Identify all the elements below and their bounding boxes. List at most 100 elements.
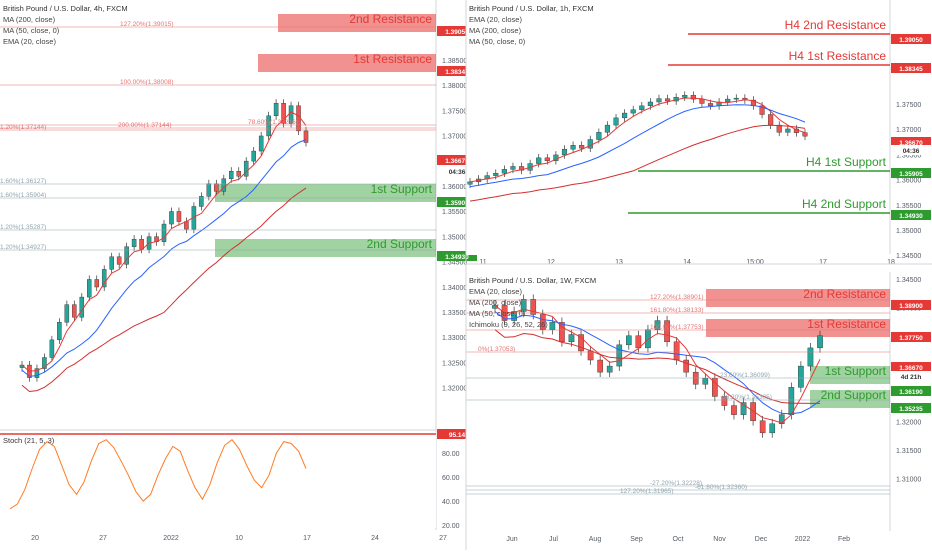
candle-body bbox=[536, 157, 542, 164]
candle-body bbox=[49, 339, 55, 358]
stoch-tick-label: 40.00 bbox=[442, 499, 460, 506]
level-label: 1st Resistance bbox=[807, 317, 886, 331]
price-tag-box bbox=[891, 371, 931, 381]
fib-label: 100.00%(1.38008) bbox=[120, 79, 174, 86]
price-tag-box bbox=[437, 166, 477, 176]
chart-title: British Pound / U.S. Dollar, 1W, FXCM bbox=[469, 276, 596, 285]
candle-body bbox=[561, 148, 568, 156]
price-tag-box bbox=[891, 332, 931, 342]
candle-body bbox=[64, 304, 70, 323]
price-tag-box bbox=[891, 386, 931, 396]
level-label: 2nd Support bbox=[821, 388, 887, 402]
level-label: 2nd Resistance bbox=[349, 12, 432, 26]
candle-body bbox=[613, 117, 619, 126]
fib-label: 0%(1.37053) bbox=[478, 346, 515, 353]
fib-label: 100.00%(1.37753) bbox=[650, 324, 704, 331]
stochastic-panel[interactable]: 80.00 60.00 40.00 20.00 Stoch (21, 5, 3) 95.1… bbox=[0, 429, 477, 530]
time-tick-label: 27 bbox=[439, 535, 447, 542]
level-label: H4 1st Support bbox=[806, 155, 887, 169]
price-tag-label: 4d 21h bbox=[901, 374, 922, 381]
candle-body bbox=[604, 124, 610, 133]
candle-body bbox=[281, 103, 286, 124]
candle-body bbox=[817, 335, 823, 349]
candle-body bbox=[656, 98, 662, 103]
price-tick-label: 1.32000 bbox=[896, 420, 921, 427]
candle-body bbox=[101, 269, 107, 288]
stoch-title: Stoch (21, 5, 3) bbox=[3, 436, 55, 445]
candle-body bbox=[654, 320, 661, 330]
price-tag-box bbox=[437, 26, 477, 36]
candle-body bbox=[79, 296, 85, 318]
indicator-legend: MA (50, close, 0) bbox=[469, 37, 526, 46]
candle-body bbox=[665, 98, 671, 102]
price-tick-label: 1.33000 bbox=[442, 335, 467, 342]
candle-body bbox=[169, 211, 174, 225]
candle-body bbox=[266, 115, 271, 137]
fib-label: 1.60%(1.35904) bbox=[0, 192, 46, 199]
chart-title: British Pound / U.S. Dollar, 4h, FXCM bbox=[3, 4, 128, 13]
time-tick-label: 15:00 bbox=[746, 259, 764, 266]
gbpusd-4h-panel[interactable]: 1.385001.380001.375001.370001.365001.360… bbox=[0, 0, 477, 542]
level-label: 1st Support bbox=[371, 182, 433, 196]
time-tick-label: Jul bbox=[549, 536, 558, 543]
price-tick-label: 1.35500 bbox=[896, 203, 921, 210]
candle-body bbox=[778, 414, 785, 424]
indicator-legend: MA (50, close, 0) bbox=[3, 26, 60, 35]
candle-body bbox=[568, 334, 575, 343]
candle-body bbox=[579, 145, 585, 149]
fib-label: 127.20%(1.31965) bbox=[620, 488, 674, 495]
price-tag-label: 04:36 bbox=[903, 148, 920, 155]
candle-body bbox=[124, 246, 129, 265]
price-tag-box bbox=[437, 66, 477, 76]
level-zone bbox=[706, 289, 890, 307]
gbpusd-1h-panel[interactable]: 1.37500 1.37000 1.36500 1.36000 1.35500 1.350… bbox=[466, 0, 931, 266]
candle-body bbox=[214, 183, 219, 192]
candle-body bbox=[725, 98, 731, 103]
ema-20-line bbox=[21, 111, 307, 372]
stoch-tick-label: 80.00 bbox=[442, 451, 460, 458]
candle-body bbox=[702, 378, 709, 385]
candle-body bbox=[768, 114, 774, 126]
candle-body bbox=[199, 196, 204, 207]
price-tag-box bbox=[891, 168, 931, 178]
ma-200-line bbox=[469, 124, 806, 202]
fib-label: 23.60%(1.36099) bbox=[720, 372, 770, 379]
price-tick-label: 1.35000 bbox=[896, 228, 921, 235]
candle-body bbox=[785, 128, 791, 133]
price-tick-label: 1.32500 bbox=[442, 360, 467, 367]
candle-body bbox=[596, 132, 602, 140]
price-tag-label: 1.35905 bbox=[445, 200, 469, 207]
candle-body bbox=[467, 181, 473, 185]
price-tick-label: 1.33500 bbox=[442, 310, 467, 317]
price-tag-box bbox=[891, 137, 931, 147]
price-tag-label: 1.36190 bbox=[899, 389, 923, 396]
price-tag-label: 1.38345 bbox=[445, 69, 469, 76]
price-tick-label: 1.36000 bbox=[896, 178, 921, 185]
candle-body bbox=[42, 357, 47, 369]
gbpusd-weekly-panel[interactable]: 1.345001.340001.335001.330001.325001.320… bbox=[466, 272, 931, 543]
time-tick-label: 18 bbox=[887, 259, 895, 266]
indicator-legend: EMA (20, close) bbox=[469, 287, 522, 296]
ma-200-line bbox=[21, 187, 307, 393]
indicator-legend: MA (50, close, 0) bbox=[469, 309, 526, 318]
candle-body bbox=[161, 223, 167, 242]
price-tick-label: 1.35500 bbox=[442, 209, 467, 216]
candle-body bbox=[273, 103, 279, 117]
time-tick-label: Nov bbox=[713, 536, 726, 543]
level-zone bbox=[258, 54, 436, 72]
time-tick-label: Feb bbox=[838, 536, 850, 543]
indicator-legend: EMA (20, close) bbox=[3, 37, 56, 46]
candle-body bbox=[690, 95, 696, 100]
candle-body bbox=[683, 359, 690, 373]
level-zone bbox=[278, 14, 436, 32]
level-zone bbox=[215, 184, 436, 202]
candle-body bbox=[539, 314, 546, 330]
price-tag-box bbox=[891, 63, 931, 73]
candle-body bbox=[673, 341, 680, 361]
price-tick-label: 1.37500 bbox=[442, 108, 467, 115]
price-tag-box bbox=[891, 300, 931, 310]
candle-body bbox=[616, 344, 623, 367]
time-tick-label: Sep bbox=[630, 536, 643, 543]
price-tag-box bbox=[891, 210, 931, 220]
time-tick-label: Dec bbox=[755, 536, 768, 543]
